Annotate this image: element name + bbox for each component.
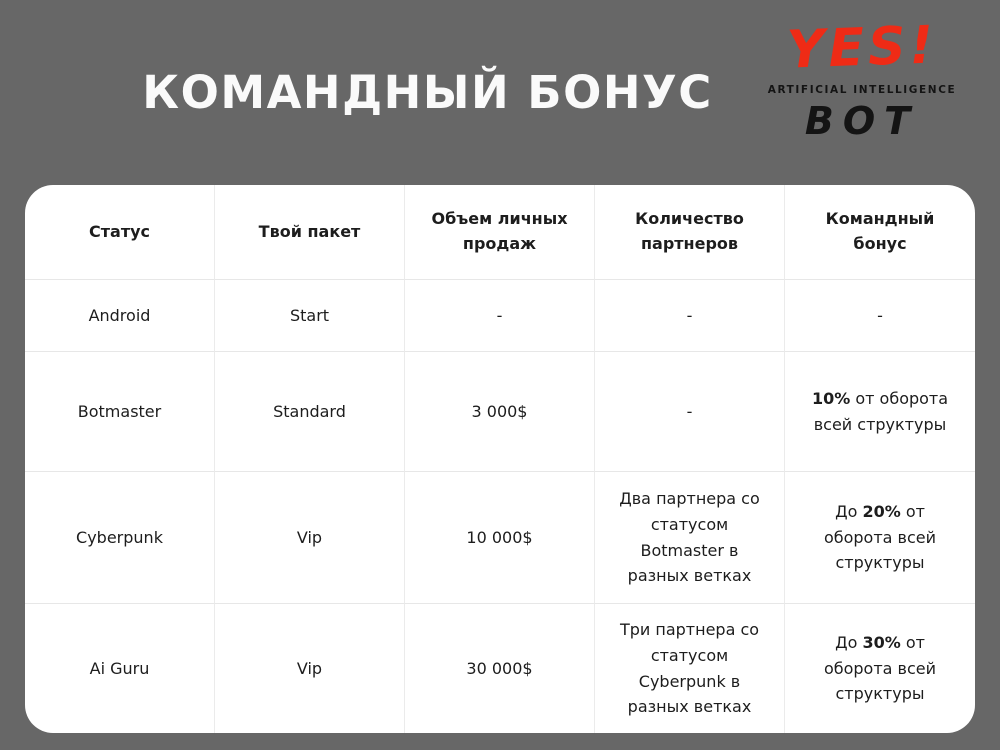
logo-subtitle-text: ARTIFICIAL INTELLIGENCE [767,84,957,97]
bonus-text: 10% от оборота всей структуры [811,388,949,434]
cell-status: Botmaster [25,352,215,472]
bonus-text: - [877,305,883,325]
bonus-text: До 30% от оборота всей структуры [823,633,937,704]
cell-status: Ai Guru [25,604,215,733]
cell-sales: 10 000$ [405,472,595,604]
cell-package: Start [215,280,405,352]
cell-package: Vip [215,472,405,604]
brand-logo: YES! ARTIFICIAL INTELLIGENCE BOT [750,15,974,144]
cell-sales: 3 000$ [405,352,595,472]
cell-partners: - [595,352,785,472]
cell-bonus: До 20% от оборота всей структуры [785,472,975,604]
cell-bonus: До 30% от оборота всей структуры [785,604,975,733]
team-bonus-table: Статус Твой пакет Объем личных продаж Ко… [25,185,975,733]
cell-status: Android [25,280,215,352]
column-header-bonus: Командный бонус [785,185,975,280]
cell-partners: - [595,280,785,352]
column-header-sales: Объем личных продаж [405,185,595,280]
cell-status: Cyberpunk [25,472,215,604]
page-title: КОМАНДНЫЙ БОНУС [142,66,713,119]
cell-sales: 30 000$ [405,604,595,733]
column-header-status: Статус [25,185,215,280]
bonus-text: До 20% от оборота всей структуры [823,502,937,573]
cell-partners: Два партнера со статусом Botmaster в раз… [595,472,785,604]
cell-package: Vip [215,604,405,733]
column-header-partners: Количество партнеров [595,185,785,280]
cell-sales: - [405,280,595,352]
cell-bonus: - [785,280,975,352]
cell-bonus: 10% от оборота всей структуры [785,352,975,472]
cell-package: Standard [215,352,405,472]
cell-partners: Три партнера со статусом Cyberpunk в раз… [595,604,785,733]
logo-yes-text: YES! [785,15,939,81]
column-header-package: Твой пакет [215,185,405,280]
logo-bot-text: BOT [804,99,920,144]
